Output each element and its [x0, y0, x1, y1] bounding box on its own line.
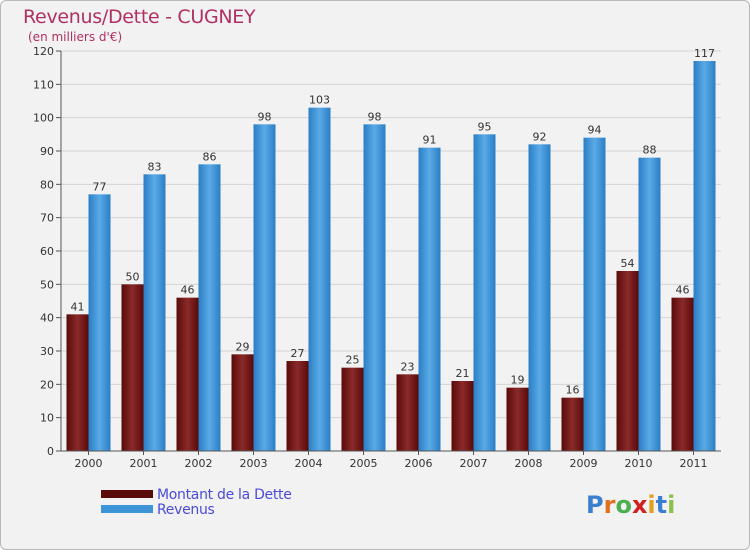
- x-tick-label: 2005: [350, 457, 378, 470]
- x-tick-label: 2008: [515, 457, 543, 470]
- data-label-dette: 41: [71, 300, 85, 313]
- x-tick-label: 2010: [625, 457, 653, 470]
- data-label-dette: 19: [511, 374, 525, 387]
- data-label-revenus: 91: [423, 134, 437, 147]
- data-label-revenus: 88: [643, 144, 657, 157]
- bar-revenus: [473, 134, 496, 452]
- bar-revenus: [638, 157, 661, 451]
- logo-letter: o: [615, 491, 632, 519]
- proxiti-logo: Proxiti: [586, 491, 675, 519]
- x-tick-label: 2002: [185, 457, 213, 470]
- y-tick-label: 80: [40, 178, 54, 191]
- data-label-dette: 23: [401, 360, 415, 373]
- logo-letter: P: [586, 491, 604, 519]
- data-label-revenus: 98: [258, 110, 272, 123]
- bar-revenus: [693, 61, 716, 451]
- y-tick-label: 60: [40, 245, 54, 258]
- data-label-revenus: 77: [93, 180, 107, 193]
- bar-revenus: [418, 147, 441, 451]
- data-label-revenus: 92: [533, 130, 547, 143]
- data-label-dette: 16: [566, 384, 580, 397]
- y-tick-label: 110: [33, 78, 54, 91]
- bar-revenus: [143, 174, 166, 452]
- logo-letter: x: [631, 491, 648, 519]
- bar-revenus: [88, 194, 111, 452]
- x-tick-label: 2000: [75, 457, 103, 470]
- bar-dette: [616, 271, 639, 451]
- data-label-revenus: 83: [148, 160, 162, 173]
- data-label-dette: 29: [236, 340, 250, 353]
- legend-label-revenus: Revenus: [157, 502, 215, 518]
- data-label-dette: 25: [346, 354, 360, 367]
- bar-revenus: [198, 164, 221, 452]
- data-label-dette: 21: [456, 367, 470, 380]
- data-label-revenus: 94: [588, 124, 602, 137]
- data-label-dette: 54: [621, 257, 635, 270]
- data-label-revenus: 95: [478, 120, 492, 133]
- chart-subtitle: (en milliers d'€): [28, 30, 123, 44]
- logo-letter: t: [655, 491, 668, 519]
- data-label-revenus: 86: [203, 150, 217, 163]
- data-label-dette: 46: [676, 284, 690, 297]
- logo-letter: i: [667, 491, 676, 519]
- x-tick-label: 2001: [130, 457, 158, 470]
- y-tick-label: 90: [40, 145, 54, 158]
- y-tick-label: 20: [40, 378, 54, 391]
- bar-dette: [561, 397, 584, 451]
- legend-swatch-revenus: [101, 505, 153, 513]
- bar-revenus: [528, 144, 551, 452]
- bar-dette: [451, 381, 474, 451]
- logo-letter: r: [603, 491, 616, 519]
- bar-dette: [396, 374, 419, 451]
- y-tick-label: 30: [40, 345, 54, 358]
- bar-revenus: [253, 124, 276, 451]
- bar-dette: [121, 284, 144, 451]
- bars: 41 77 50 83 46 86 29 98 27 103 25 98 23 91 21 95 19 92 16 9…: [66, 47, 716, 452]
- x-tick-label: 2004: [295, 457, 323, 470]
- x-axis: 2000 2001 2002 2003 2004 2005 2006 2007 2008 2009…: [56, 450, 721, 470]
- data-label-dette: 27: [291, 347, 305, 360]
- x-tick-label: 2011: [680, 457, 708, 470]
- y-tick-label: 100: [33, 112, 54, 125]
- data-label-revenus: 117: [694, 47, 715, 60]
- bar-dette: [231, 354, 254, 451]
- chart-title: Revenus/Dette - CUGNEY: [23, 6, 256, 28]
- y-tick-label: 10: [40, 412, 54, 425]
- y-tick-label: 40: [40, 312, 54, 325]
- y-axis: 0 10 20 30 40 50 60 70 80 90 100 110 120: [33, 45, 62, 458]
- grid: [61, 50, 721, 452]
- data-label-dette: 46: [181, 284, 195, 297]
- x-tick-label: 2009: [570, 457, 598, 470]
- legend-swatch-dette: [101, 490, 153, 498]
- bar-revenus: [363, 124, 386, 451]
- y-tick-label: 70: [40, 212, 54, 225]
- y-tick-label: 120: [33, 45, 54, 58]
- y-tick-label: 0: [47, 445, 54, 458]
- bar-dette: [176, 297, 199, 451]
- x-tick-label: 2003: [240, 457, 268, 470]
- data-label-dette: 50: [126, 270, 140, 283]
- logo-letter: i: [647, 491, 656, 519]
- bar-dette: [506, 387, 529, 451]
- bar-dette: [286, 361, 309, 451]
- x-tick-label: 2006: [405, 457, 433, 470]
- x-tick-label: 2007: [460, 457, 488, 470]
- bar-revenus: [583, 137, 606, 451]
- y-tick-label: 50: [40, 278, 54, 291]
- bar-dette: [66, 314, 89, 451]
- bar-dette: [671, 297, 694, 451]
- bar-dette: [341, 367, 364, 451]
- bar-revenus: [308, 107, 331, 452]
- data-label-revenus: 98: [368, 110, 382, 123]
- legend-label-dette: Montant de la Dette: [157, 487, 292, 503]
- data-label-revenus: 103: [309, 94, 330, 107]
